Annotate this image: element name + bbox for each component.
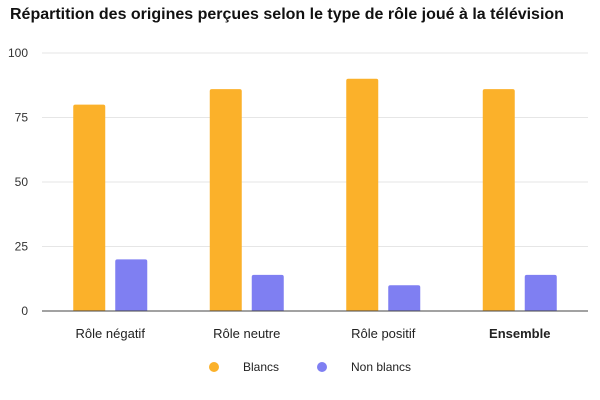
bar-blancs-role-neutre[interactable]: [209, 89, 242, 312]
bar-chart: 0 25 50 75 100 Rôle négatif Rôle neutre Rôle p…: [8, 46, 588, 341]
bar-blancs-role-negatif[interactable]: [73, 104, 106, 311]
x-tick-label-ensemble: Ensemble: [489, 326, 550, 341]
x-tick-label-role-neutre: Rôle neutre: [213, 326, 280, 341]
chart-title: Répartition des origines perçues selon l…: [10, 6, 564, 23]
x-axis: Rôle négatif Rôle neutre Rôle positif Ensem…: [42, 310, 588, 341]
legend-item-non-blancs[interactable]: Non blancs: [317, 360, 411, 374]
y-tick-label-0: 0: [21, 304, 28, 318]
legend-label-non-blancs: Non blancs: [351, 360, 412, 374]
legend-item-blancs[interactable]: Blancs: [209, 360, 279, 374]
bars: [73, 78, 557, 312]
bar-non-blancs-ensemble[interactable]: [524, 274, 557, 311]
bar-blancs-ensemble[interactable]: [482, 89, 515, 312]
legend-swatch-blancs: [209, 362, 219, 372]
legend-swatch-non-blancs: [317, 362, 327, 372]
legend-label-blancs: Blancs: [243, 360, 280, 374]
x-tick-label-role-positif: Rôle positif: [351, 326, 416, 341]
y-tick-label-100: 100: [8, 46, 28, 60]
y-tick-label-75: 75: [15, 111, 29, 125]
y-axis-ticks: 0 25 50 75 100: [8, 46, 28, 318]
y-tick-label-25: 25: [15, 240, 29, 254]
bar-non-blancs-role-negatif[interactable]: [115, 259, 148, 311]
legend: Blancs Non blancs: [0, 360, 600, 380]
bar-non-blancs-role-neutre[interactable]: [251, 274, 284, 311]
x-tick-label-role-negatif: Rôle négatif: [76, 326, 146, 341]
bar-non-blancs-role-positif[interactable]: [388, 285, 421, 311]
y-tick-label-50: 50: [15, 175, 29, 189]
bar-blancs-role-positif[interactable]: [346, 78, 379, 311]
